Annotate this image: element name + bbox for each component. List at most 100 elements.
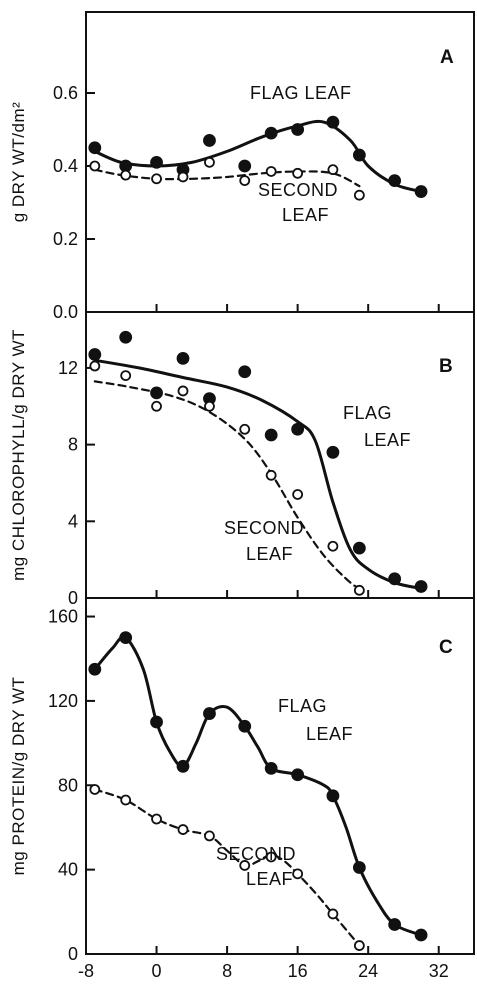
data-point-filled [120,332,131,343]
data-point-open [205,402,214,411]
data-point-filled [120,632,131,643]
data-point-filled [292,769,303,780]
series-annotation: FLAG LEAF [250,83,352,103]
data-point-open [152,815,161,824]
data-point-filled [416,581,427,592]
series-annotation: LEAF [282,205,329,225]
panel-letter: A [440,47,454,68]
data-point-filled [266,128,277,139]
data-point-open [205,831,214,840]
data-point-filled [239,721,250,732]
data-point-open [90,785,99,794]
series-annotation: FLAG [343,403,392,423]
data-point-open [179,172,188,181]
data-point-filled [327,790,338,801]
data-point-open [152,174,161,183]
y-tick-label: 4 [68,511,78,531]
panel-letter: B [439,356,453,377]
series-line [95,637,421,935]
data-point-filled [204,135,215,146]
data-point-open [90,362,99,371]
data-point-filled [354,862,365,873]
y-tick-label: 0.2 [53,229,78,249]
series-annotation: LEAF [306,724,353,744]
data-point-filled [89,664,100,675]
data-point-filled [178,353,189,364]
data-point-open [328,909,337,918]
data-point-filled [151,717,162,728]
panel-letter: C [439,637,453,658]
data-point-filled [89,349,100,360]
data-point-open [355,586,364,595]
data-point-open [240,176,249,185]
y-tick-label: 12 [58,358,78,378]
series-annotation: SECOND [258,180,338,200]
series-annotation: LEAF [364,430,411,450]
data-point-open [293,169,302,178]
data-point-open [267,471,276,480]
data-point-filled [239,366,250,377]
data-point-open [355,191,364,200]
data-point-filled [327,447,338,458]
series-second-leaf [90,785,364,950]
data-point-filled [292,424,303,435]
y-tick-label: 0 [68,588,78,608]
x-tick-label: 8 [222,961,232,981]
series-annotation: SECOND [224,518,304,538]
data-point-open [152,402,161,411]
data-point-filled [389,573,400,584]
series-annotation: LEAF [246,544,293,564]
y-tick-label: 160 [48,607,78,627]
data-point-open [328,165,337,174]
series-annotation: FLAG [278,696,327,716]
data-point-filled [354,543,365,554]
x-tick-label: 16 [288,961,308,981]
y-tick-label: 0.6 [53,83,78,103]
x-tick-label: 32 [429,961,449,981]
series-flag-leaf [89,632,426,940]
series-line [95,381,364,590]
y-tick-label: 40 [58,860,78,880]
x-tick-label: 0 [152,961,162,981]
data-point-open [293,869,302,878]
data-point-filled [416,186,427,197]
data-point-open [205,158,214,167]
series-annotation: SECOND [216,844,296,864]
y-axis-title: mg PROTEIN/g DRY WT [9,677,28,876]
data-point-filled [416,930,427,941]
data-point-filled [89,142,100,153]
data-point-filled [292,124,303,135]
y-tick-label: 0.0 [53,302,78,322]
y-tick-label: 0 [68,944,78,964]
data-point-filled [266,430,277,441]
y-tick-label: 0.4 [53,156,78,176]
data-point-filled [389,919,400,930]
x-tick-label: -8 [78,961,94,981]
chart-panel-a: 0.0 0.2 0.4 0.6 g DRY WT/dm² A FLAG LEAF SECOND… [9,12,474,322]
data-point-filled [204,708,215,719]
plot-frame [86,12,474,312]
y-tick-label: 120 [48,691,78,711]
data-point-open [121,371,130,380]
data-point-open [121,171,130,180]
data-point-filled [151,157,162,168]
data-point-filled [327,117,338,128]
series-annotation: LEAF [246,869,293,889]
chart-panel-b: 0 4 8 12 mg CHLOROPHYLL/g DRY WT B FLAG LEAF SEC… [9,312,474,608]
data-point-open [121,796,130,805]
x-tick-label: 24 [358,961,378,981]
data-point-filled [354,150,365,161]
data-point-filled [239,161,250,172]
data-point-open [179,825,188,834]
data-point-filled [178,761,189,772]
y-tick-label: 80 [58,775,78,795]
y-axis-title: mg CHLOROPHYLL/g DRY WT [9,329,28,581]
data-point-open [179,386,188,395]
data-point-open [267,167,276,176]
data-point-open [355,941,364,950]
series-line [95,790,360,946]
data-point-filled [389,175,400,186]
plot-frame [86,598,474,954]
